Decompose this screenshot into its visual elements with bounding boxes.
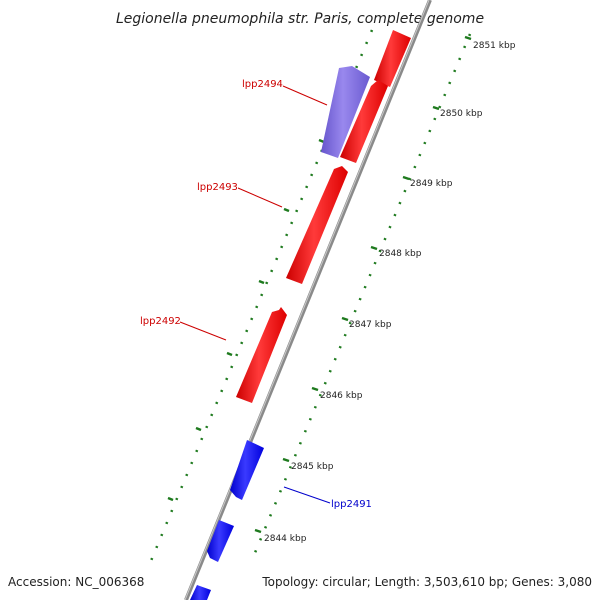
map-title: Legionella pneumophila str. Paris, compl…	[116, 11, 484, 27]
kbp-label: 2844 kbp	[264, 534, 307, 544]
kbp-label: 2847 kbp	[349, 320, 392, 330]
kbp-label: 2848 kbp	[379, 249, 422, 259]
plus-strand-genes	[236, 66, 370, 403]
kbp-tick	[311, 386, 319, 392]
leader-line	[283, 486, 331, 504]
major-tick	[318, 138, 325, 144]
label-lpp2493[interactable]: lpp2493	[197, 182, 238, 193]
kbp-label: 2849 kbp	[410, 179, 453, 189]
accession-text: Accession: NC_006368	[8, 575, 144, 589]
leader-line	[179, 321, 227, 341]
gene-feature[interactable]	[374, 30, 411, 87]
gene-lpp2494[interactable]	[321, 66, 370, 158]
genome-backbone	[184, 0, 432, 600]
major-tick	[283, 207, 290, 213]
kbp-label: 2851 kbp	[473, 41, 516, 51]
gene-lpp2492[interactable]	[236, 307, 287, 403]
gene-labels: lpp2494 lpp2493 lpp2492 lpp2491	[140, 79, 372, 510]
kbp-label: 2845 kbp	[291, 462, 334, 472]
label-lpp2491[interactable]: lpp2491	[331, 499, 372, 510]
kbp-tick	[464, 35, 472, 41]
genome-backbone-highlight	[184, 0, 430, 600]
major-tick	[167, 496, 174, 502]
gene-lpp2491[interactable]	[230, 440, 264, 500]
kbp-label: 2850 kbp	[440, 109, 483, 119]
major-tick	[226, 351, 233, 357]
kbp-tick	[341, 316, 349, 322]
label-lpp2494[interactable]: lpp2494	[242, 79, 283, 90]
leader-line	[237, 187, 283, 208]
kbp-tick	[432, 105, 440, 111]
label-lpp2492[interactable]: lpp2492	[140, 316, 181, 327]
kbp-tick	[370, 245, 378, 251]
forward-strand-genes	[340, 30, 411, 163]
gene-feature[interactable]	[207, 520, 234, 562]
kbp-tick	[282, 457, 290, 463]
gene-feature[interactable]	[190, 585, 211, 600]
leader-line	[282, 85, 328, 106]
major-tick	[195, 426, 202, 432]
major-ticks-outer	[167, 66, 355, 502]
kbp-tick	[402, 175, 410, 181]
topology-text: Topology: circular; Length: 3,503,610 bp…	[261, 575, 592, 589]
gene-feature[interactable]	[340, 80, 388, 163]
minus-strand-genes	[190, 440, 264, 600]
gene-lpp2493[interactable]	[286, 166, 348, 284]
major-tick	[258, 279, 265, 285]
kbp-tick	[254, 528, 262, 534]
kbp-label: 2846 kbp	[320, 391, 363, 401]
kbp-ruler: 2851 kbp 2850 kbp 2849 kbp 2848 kbp 2847…	[254, 35, 516, 544]
